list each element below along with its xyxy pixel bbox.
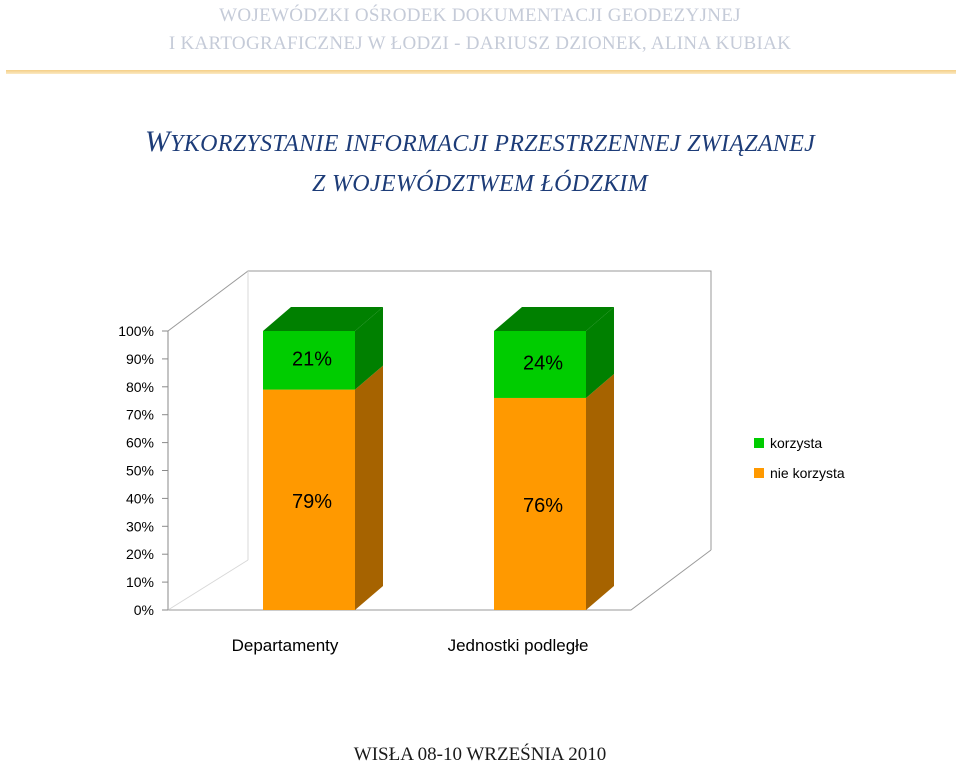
bar-segment-top [263, 307, 383, 331]
bar-segment-front [263, 389, 355, 610]
legend-entry-label: nie korzysta [770, 465, 845, 481]
y-tick-label: 70% [126, 407, 154, 423]
y-tick-label: 0% [134, 602, 154, 618]
footer-event-date: WISŁA 08-10 WRZEŚNIA 2010 [353, 744, 607, 765]
header-authors-line: I KARTOGRAFICZNEJ W ŁODZI - DARIUSZ DZIO… [168, 33, 792, 54]
y-tick-label: 100% [118, 323, 154, 339]
bar-data-label: 79% [292, 491, 332, 513]
chart-floor-depth [167, 559, 249, 611]
legend-swatch [754, 438, 764, 448]
bar-segment-front [494, 331, 586, 398]
legend-entry-label: korzysta [770, 435, 822, 451]
legend-swatch [754, 468, 764, 478]
slide-title-line-1: WYKORZYSTANIE INFORMACJI PRZESTRZENNEJ Z… [0, 122, 960, 164]
header-divider [6, 70, 956, 74]
bar-segment-front [263, 331, 355, 390]
chart-wall-outline [167, 270, 712, 610]
bar-segment-front [494, 397, 586, 610]
x-category-label: Departamenty [232, 636, 339, 655]
y-tick-label: 20% [126, 546, 154, 562]
y-tick-label: 80% [126, 379, 154, 395]
stacked-bar-chart: 0% 10% 20% 30% 40% 50% 60% 70% 80% 90% 100% 79% 21% D… [118, 270, 845, 655]
bar-segment-side [586, 373, 614, 610]
header-institution-line: WOJEWÓDZKI OŚRODEK DOKUMENTACJI GEODEZYJ… [219, 5, 741, 26]
bar-data-label: 21% [292, 348, 332, 370]
chart-floor-outline [168, 549, 712, 611]
bar-segment-side [355, 365, 383, 610]
presentation-header: WOJEWÓDZKI OŚRODEK DOKUMENTACJI GEODEZYJ… [0, 0, 960, 74]
slide-title-line-2: Z WOJEWÓDZTWEM ŁÓDZKIM [312, 171, 648, 197]
bar-data-label: 24% [523, 352, 563, 374]
bar-segment-side [355, 307, 383, 390]
y-tick-label: 60% [126, 435, 154, 451]
slide-title-initial: W [144, 125, 171, 158]
bar-segment-side [586, 307, 614, 398]
bar-data-label: 76% [523, 495, 563, 517]
slide-title: WYKORZYSTANIE INFORMACJI PRZESTRZENNEJ Z… [0, 122, 960, 204]
bar-segment-top [494, 307, 614, 331]
y-tick-label: 10% [126, 574, 154, 590]
y-tick-label: 30% [126, 518, 154, 534]
x-category-label: Jednostki podległe [448, 636, 589, 655]
slide-title-line-1-rest: YKORZYSTANIE INFORMACJI PRZESTRZENNEJ ZW… [170, 131, 816, 157]
y-tick-label: 90% [126, 351, 154, 367]
y-tick-label: 40% [126, 490, 154, 506]
y-tick-label: 50% [126, 463, 154, 479]
